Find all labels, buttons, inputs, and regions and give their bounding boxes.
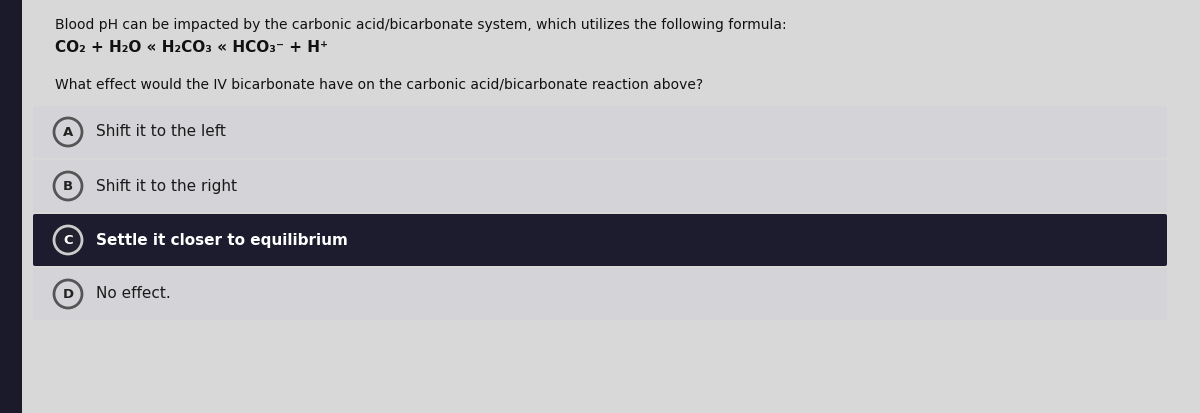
FancyBboxPatch shape	[34, 160, 1166, 212]
FancyBboxPatch shape	[34, 106, 1166, 158]
Circle shape	[54, 172, 82, 200]
Text: Blood pH can be impacted by the carbonic acid/bicarbonate system, which utilizes: Blood pH can be impacted by the carbonic…	[55, 18, 787, 32]
Text: Settle it closer to equilibrium: Settle it closer to equilibrium	[96, 233, 348, 247]
Text: What effect would the IV bicarbonate have on the carbonic acid/bicarbonate react: What effect would the IV bicarbonate hav…	[55, 78, 703, 92]
Bar	[0, 0, 22, 413]
Circle shape	[54, 280, 82, 308]
FancyBboxPatch shape	[34, 268, 1166, 320]
Text: D: D	[62, 287, 73, 301]
Text: B: B	[62, 180, 73, 192]
Text: Shift it to the right: Shift it to the right	[96, 178, 238, 194]
Circle shape	[54, 118, 82, 146]
Text: C: C	[64, 233, 73, 247]
Text: CO₂ + H₂O « H₂CO₃ « HCO₃⁻ + H⁺: CO₂ + H₂O « H₂CO₃ « HCO₃⁻ + H⁺	[55, 40, 328, 55]
Text: Shift it to the left: Shift it to the left	[96, 124, 226, 140]
Text: A: A	[62, 126, 73, 138]
FancyBboxPatch shape	[34, 214, 1166, 266]
Circle shape	[54, 226, 82, 254]
Text: No effect.: No effect.	[96, 287, 170, 301]
